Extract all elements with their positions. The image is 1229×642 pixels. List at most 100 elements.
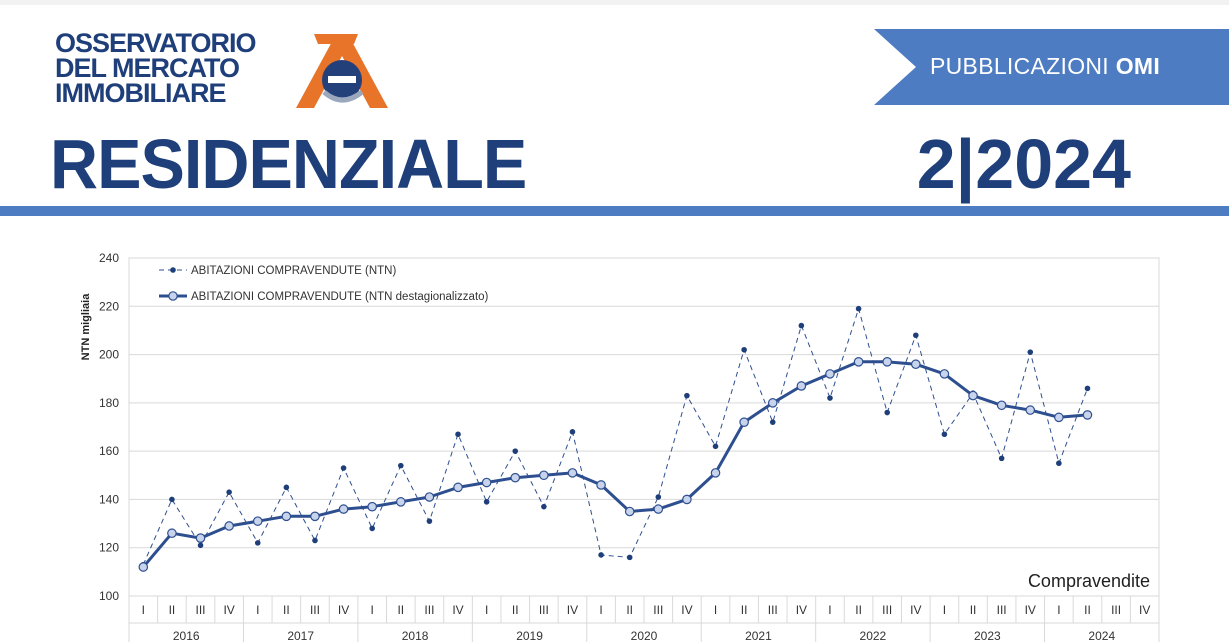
x-tick-label: III — [882, 603, 892, 617]
series-ntn-point — [998, 455, 1005, 462]
series-ntn-point — [369, 525, 375, 532]
agenzia-logo-icon — [296, 34, 388, 108]
series-ntn-point — [541, 503, 547, 510]
x-tick-label: III — [768, 603, 778, 617]
series-ntn-point — [340, 465, 347, 471]
series-ntn-adjusted-point — [653, 504, 664, 514]
series-ntn-adjusted-point — [281, 511, 292, 522]
x-tick-label: III — [310, 603, 320, 617]
year-label: 2023 — [974, 629, 1001, 642]
y-tick-label: 220 — [99, 299, 119, 313]
x-tick-label: II — [741, 603, 748, 617]
year-label: 2018 — [402, 629, 429, 642]
x-tick-label: I — [599, 603, 602, 617]
logo-line-1: OSSERVATORIO — [55, 28, 257, 58]
year-label: 2024 — [1088, 629, 1115, 642]
series-ntn-point — [483, 499, 490, 505]
series-ntn-point — [197, 542, 204, 549]
series-ntn-adjusted-point — [510, 472, 521, 483]
series-ntn-point — [626, 554, 633, 561]
series-ntn-adjusted-point — [882, 357, 892, 367]
logo-line-2: DEL MERCATO — [55, 53, 240, 83]
series-ntn-point — [455, 431, 461, 438]
series-ntn-adjusted-point — [710, 468, 721, 478]
series-ntn-point — [169, 496, 175, 503]
x-tick-label: I — [371, 603, 374, 617]
x-tick-label: I — [943, 603, 946, 617]
x-tick-label: I — [1057, 603, 1060, 617]
series-ntn-adjusted-point — [567, 468, 578, 478]
series-ntn-point — [398, 462, 404, 469]
x-tick-label: II — [970, 603, 977, 617]
series-ntn-point — [712, 443, 719, 450]
series-ntn-adjusted-point — [138, 562, 149, 572]
x-tick-label: II — [855, 603, 862, 617]
publication-prefix: PUBBLICAZIONI — [930, 53, 1109, 79]
series-ntn-adjusted-point — [252, 516, 263, 526]
series-ntn-adjusted-point — [424, 492, 435, 502]
title-divider — [0, 206, 1229, 216]
series-ntn-point — [254, 540, 261, 546]
omi-logo-text: OSSERVATORIO DEL MERCATO IMMOBILIARE — [55, 28, 295, 108]
series-ntn-point — [283, 484, 290, 491]
x-tick-label: IV — [681, 603, 692, 617]
x-tick-label: IV — [1025, 603, 1036, 617]
series-ntn-point — [769, 419, 776, 425]
x-tick-label: IV — [910, 603, 921, 617]
series-ntn-adjusted-point — [767, 398, 778, 408]
series-ntn-adjusted-point — [796, 381, 807, 391]
series-ntn-point — [684, 392, 690, 399]
series-ntn-point — [1084, 385, 1091, 392]
series-ntn-adjusted-point — [1082, 410, 1093, 420]
series-ntn-point — [1056, 460, 1062, 467]
series-ntn-point — [884, 409, 890, 416]
series-ntn-adjusted-point — [224, 521, 234, 531]
y-tick-label: 140 — [99, 492, 119, 506]
x-tick-label: IV — [223, 603, 234, 617]
page-title: RESIDENZIALE — [50, 125, 527, 203]
y-tick-label: 100 — [99, 589, 119, 603]
top-strip — [0, 0, 1229, 5]
x-tick-label: IV — [567, 603, 578, 617]
series-ntn-adjusted-point — [825, 369, 835, 379]
year-label: 2017 — [287, 629, 314, 642]
publication-label: PUBBLICAZIONI OMI — [930, 53, 1220, 80]
legend-ntn-label: ABITAZIONI COMPRAVENDUTE (NTN) — [191, 265, 396, 277]
x-tick-label: IV — [452, 603, 463, 617]
series-ntn-adjusted-point — [167, 528, 177, 539]
x-tick-label: IV — [796, 603, 807, 617]
x-tick-label: I — [142, 603, 145, 617]
logo-line-3: IMMOBILIARE — [55, 78, 227, 108]
x-tick-label: I — [485, 603, 488, 617]
legend-ntn-adjusted-marker — [168, 291, 178, 301]
series-ntn-point — [426, 518, 433, 524]
x-tick-label: IV — [1139, 603, 1150, 617]
x-tick-label: II — [626, 603, 633, 617]
series-ntn-point — [226, 489, 232, 495]
x-tick-label: III — [1111, 603, 1121, 617]
series-ntn-adjusted-point — [195, 533, 206, 543]
year-label: 2021 — [745, 629, 772, 642]
series-ntn-line — [142, 306, 1088, 565]
publication-bold: OMI — [1115, 53, 1161, 79]
series-ntn-adjusted-point — [396, 497, 406, 507]
series-ntn-adjusted-point — [1025, 405, 1036, 415]
x-tick-label: III — [539, 603, 549, 617]
x-tick-label: IV — [338, 603, 349, 617]
series-ntn-adjusted-point — [310, 511, 320, 522]
y-axis-label: NTN migliaia — [80, 293, 92, 361]
x-tick-label: I — [256, 603, 259, 617]
series-ntn-adjusted-point — [939, 369, 950, 379]
series-ntn-point — [1027, 349, 1034, 355]
x-tick-label: III — [424, 603, 434, 617]
series-ntn-point — [655, 494, 662, 500]
x-tick-label: II — [397, 603, 404, 617]
y-tick-label: 160 — [99, 444, 119, 458]
series-ntn-adjusted-point — [996, 400, 1007, 411]
y-tick-label: 200 — [99, 348, 119, 362]
series-ntn-adjusted-point — [682, 494, 692, 505]
x-tick-label: II — [512, 603, 519, 617]
series-ntn-point — [913, 332, 919, 339]
chart-corner-label: Compravendite — [1028, 571, 1150, 591]
